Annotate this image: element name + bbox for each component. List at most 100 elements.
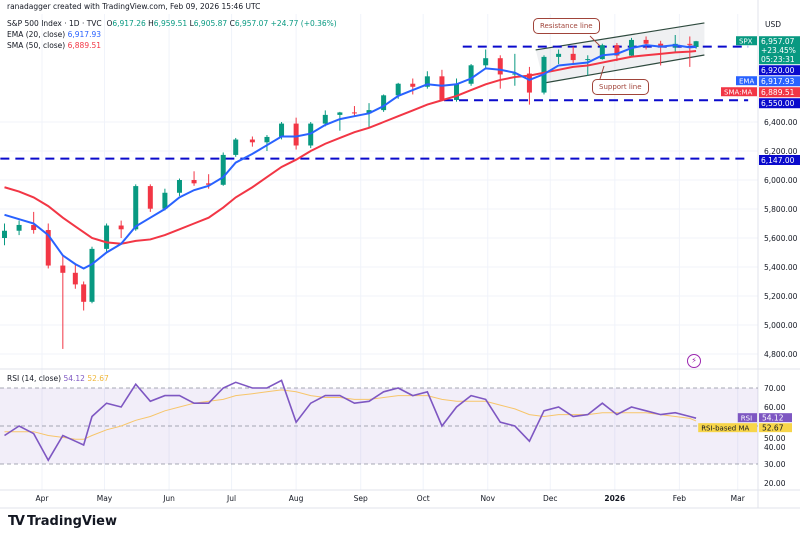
- candle-body: [233, 139, 239, 155]
- candle-body: [454, 83, 460, 100]
- candle-body: [133, 186, 139, 230]
- series-tag: [721, 87, 757, 97]
- time-axis-label: Mar: [731, 494, 746, 503]
- sma-value: 6,889.51: [67, 41, 102, 50]
- price-tag-label: 6,147.00: [761, 156, 795, 165]
- candle-body: [293, 123, 299, 146]
- symbol-name[interactable]: S&P 500 Index · 1D · TVC: [7, 19, 102, 28]
- open-label: O: [106, 19, 113, 28]
- candle-body: [72, 272, 78, 285]
- low-label: L: [189, 19, 194, 28]
- price-tag: [759, 98, 800, 109]
- time-axis-label: 2026: [604, 494, 625, 503]
- change-value: +24.77 (+0.36%): [270, 19, 337, 28]
- rsi-tick-label: 40.00: [764, 443, 786, 452]
- time-axis-label: Nov: [480, 494, 495, 503]
- ema20-line: [4, 44, 697, 270]
- rsi-tick-label: 50.00: [764, 434, 786, 443]
- price-tick-label: 5,800.00: [764, 205, 798, 214]
- time-axis-label: May: [97, 494, 113, 503]
- rsi-value-tag: [759, 423, 792, 433]
- price-tag-label: 05:23:31: [761, 55, 795, 64]
- candle-body: [351, 112, 357, 114]
- candle-body: [16, 224, 22, 231]
- price-tick-label: 4,800.00: [764, 350, 798, 359]
- time-axis-label: Aug: [289, 494, 304, 503]
- rsi-tick-label: 60.00: [764, 403, 786, 412]
- price-tag-label: 6,957.07: [761, 37, 795, 46]
- candle-body: [104, 225, 110, 249]
- price-tag: [759, 76, 800, 87]
- ema-value: 6,917.93: [67, 30, 102, 39]
- series-tag-label: SPX: [739, 38, 753, 46]
- tradingview-logo: TV TradingView: [8, 514, 117, 529]
- rsi-value: 54.12: [63, 374, 85, 383]
- price-tag: [759, 87, 800, 98]
- candle-body: [526, 73, 532, 93]
- rsi-tick-label: 70.00: [764, 384, 786, 393]
- support-trendline: [543, 54, 705, 84]
- high-value: 6,959.51: [153, 19, 188, 28]
- time-axis-label: Feb: [673, 494, 687, 503]
- rsi-legend[interactable]: RSI (14, close) 54.12 52.67: [7, 374, 109, 383]
- candle-body: [643, 39, 649, 44]
- price-tick-label: 5,000.00: [764, 321, 798, 330]
- sma-legend[interactable]: SMA (50, close) 6,889.51: [7, 41, 101, 50]
- rsi-value-tag: [759, 413, 792, 423]
- candle-body: [410, 83, 416, 87]
- high-label: H: [148, 19, 154, 28]
- price-tick-label: 5,600.00: [764, 234, 798, 243]
- candle-body: [249, 139, 255, 143]
- candle-body: [658, 43, 664, 48]
- close-value: 6,957.07: [234, 19, 269, 28]
- candle-body: [424, 76, 430, 87]
- candle-body: [337, 112, 343, 115]
- rsi-ma-value: 52.67: [87, 374, 109, 383]
- rsi-series-tag-label: RSI: [741, 415, 752, 423]
- resistance-callout-pointer: [589, 35, 601, 47]
- time-axis-label: Dec: [543, 494, 558, 503]
- lightning-icon[interactable]: ⚡: [687, 354, 701, 368]
- series-tag: [736, 36, 757, 46]
- price-tag-label: 6,550.00: [761, 99, 795, 108]
- price-tick-label: 6,000.00: [764, 176, 798, 185]
- ema-label: EMA (20, close): [7, 30, 66, 39]
- candle-body: [570, 53, 576, 61]
- price-tag-label: 6,889.51: [761, 88, 795, 97]
- rsi-value-tag-label: 52.67: [762, 424, 784, 433]
- ema-legend[interactable]: EMA (20, close) 6,917.93: [7, 30, 101, 39]
- candle-body: [512, 73, 518, 75]
- logo-text: TradingView: [26, 514, 117, 529]
- time-axis-label: Jul: [226, 494, 236, 503]
- candle-body: [395, 83, 401, 96]
- symbol-legend: S&P 500 Index · 1D · TVC O6,917.26 H6,95…: [7, 19, 337, 28]
- price-tag-label: +23.45%: [761, 46, 796, 55]
- sma50-line: [4, 50, 697, 245]
- price-tag: [759, 155, 800, 165]
- series-tag-label: EMA: [739, 78, 754, 86]
- candle-body: [191, 180, 197, 184]
- candle-body: [366, 110, 372, 114]
- candle-body: [614, 45, 620, 56]
- support-callout: Support line: [592, 79, 649, 95]
- candle-body: [687, 43, 693, 45]
- candle-body: [264, 136, 270, 143]
- resistance-trendline: [535, 22, 705, 51]
- candle-body: [439, 76, 445, 100]
- candle-body: [279, 123, 285, 137]
- time-axis-label: Apr: [36, 494, 50, 503]
- candle-body: [220, 154, 226, 185]
- tradingview-logo-icon: TV: [8, 514, 25, 529]
- rsi-value-tag-label: 54.12: [762, 414, 784, 423]
- candle-body: [81, 284, 87, 302]
- candle-body: [483, 58, 489, 66]
- candle-body: [147, 186, 153, 209]
- price-tick-label: 5,200.00: [764, 292, 798, 301]
- rsi-line: [4, 379, 697, 462]
- time-axis-label: Jun: [162, 494, 175, 503]
- open-value: 6,917.26: [112, 19, 146, 28]
- currency-label[interactable]: USD: [765, 20, 782, 29]
- rsi-series-tag-label: RSI-based MA: [701, 425, 749, 433]
- candle-body: [60, 265, 66, 273]
